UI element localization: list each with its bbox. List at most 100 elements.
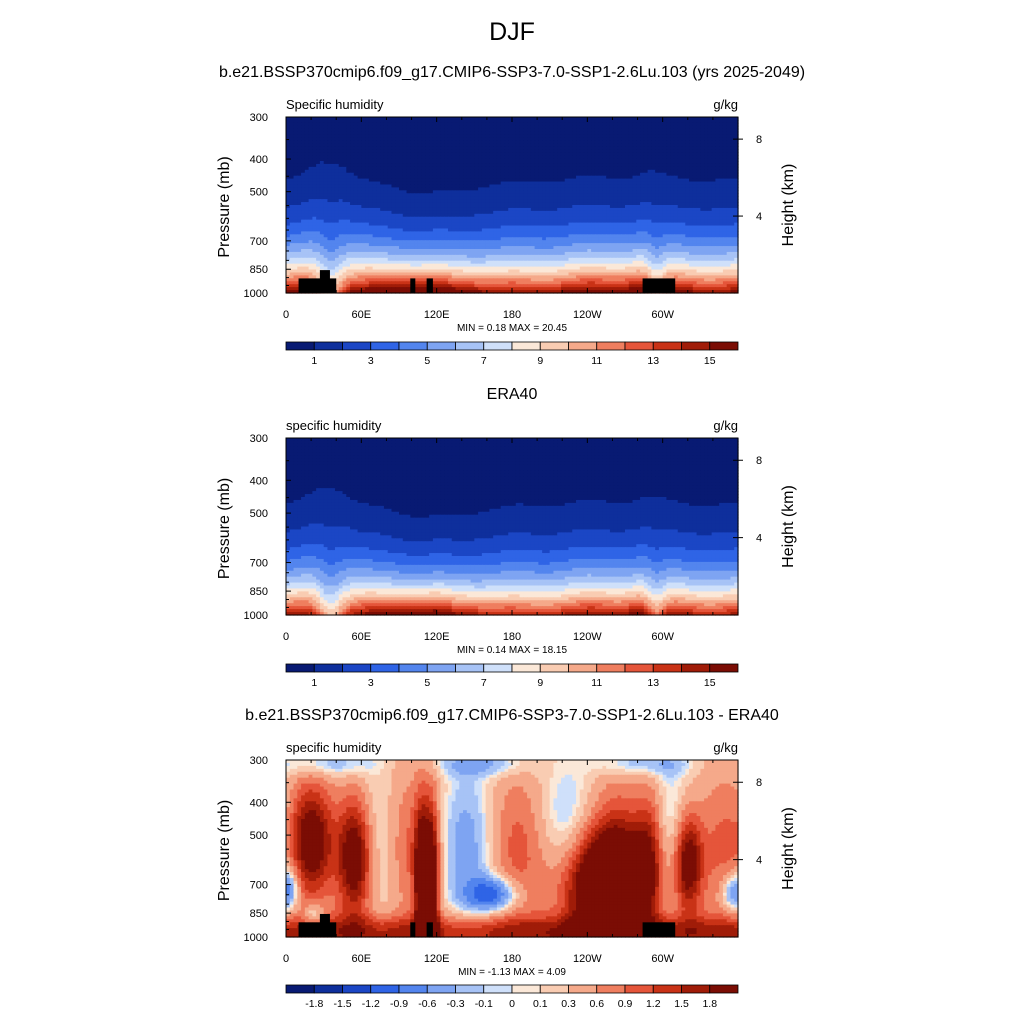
terrain-mask-4 bbox=[426, 922, 433, 937]
colorbar-swatch bbox=[398, 663, 428, 673]
colorbar-swatch bbox=[285, 663, 315, 673]
colorbar-label: 15 bbox=[704, 677, 716, 689]
y-axis-label: Pressure (mb) bbox=[216, 800, 233, 901]
colorbar-swatch bbox=[342, 984, 372, 994]
panel-left-label: specific humidity bbox=[286, 418, 382, 433]
y-tick-label: 700 bbox=[250, 236, 268, 248]
y-axis-label: Pressure (mb) bbox=[216, 156, 233, 257]
colorbar-swatch bbox=[313, 663, 343, 673]
colorbar-label: -1.8 bbox=[305, 998, 323, 1010]
colorbar-label: 15 bbox=[704, 355, 716, 367]
colorbar-swatch bbox=[652, 984, 682, 994]
y-tick-label: 400 bbox=[250, 797, 268, 809]
x-tick-label: 120W bbox=[573, 631, 602, 643]
colorbar-label: -0.9 bbox=[390, 998, 408, 1010]
colorbar-label: 3 bbox=[368, 355, 374, 367]
y-tick-label: 300 bbox=[250, 112, 268, 124]
y-tick-label: 850 bbox=[250, 586, 268, 598]
colorbar-label: 5 bbox=[424, 677, 430, 689]
colorbar-swatch bbox=[342, 341, 372, 351]
colorbar-swatch bbox=[426, 341, 456, 351]
colorbar: 1 3 5 7 9 11 13 15 bbox=[285, 663, 739, 689]
y2-axis-label: Height (km) bbox=[780, 807, 797, 890]
colorbar-swatch bbox=[455, 663, 485, 673]
panel-2-contour-field bbox=[286, 438, 739, 616]
colorbar-swatch bbox=[539, 341, 569, 351]
y2-tick-label: 8 bbox=[756, 777, 762, 789]
colorbar: -1.8 -1.5 -1.2 -0.9 -0.6 -0.3 -0.1 0 0.1 0.3 0.6 0.… bbox=[285, 984, 739, 1010]
colorbar-swatch bbox=[426, 663, 456, 673]
colorbar: 1 3 5 7 9 11 13 15 bbox=[285, 341, 739, 367]
panel-units-label: g/kg bbox=[713, 418, 738, 433]
colorbar-swatch bbox=[652, 663, 682, 673]
colorbar-label: 1 bbox=[311, 677, 317, 689]
colorbar-swatch bbox=[483, 341, 513, 351]
x-tick-label: 180 bbox=[503, 953, 521, 965]
y-tick-label: 1000 bbox=[244, 610, 268, 622]
x-tick-label: 120W bbox=[573, 309, 602, 321]
x-tick-label: 180 bbox=[503, 309, 521, 321]
colorbar-label: 7 bbox=[481, 677, 487, 689]
terrain-mask-1 bbox=[298, 278, 337, 293]
colorbar-label: 0.6 bbox=[589, 998, 604, 1010]
colorbar-swatch bbox=[596, 984, 626, 994]
panel3-title: b.e21.BSSP370cmip6.f09_g17.CMIP6-SSP3-7.… bbox=[0, 707, 1024, 725]
colorbar-swatch bbox=[511, 663, 541, 673]
terrain-mask-1 bbox=[298, 922, 337, 937]
panel-units-label: g/kg bbox=[713, 740, 738, 755]
colorbar-swatch bbox=[709, 663, 739, 673]
colorbar-label: -0.1 bbox=[475, 998, 493, 1010]
colorbar-label: 13 bbox=[647, 355, 659, 367]
colorbar-swatch bbox=[681, 341, 711, 351]
terrain-mask-5 bbox=[642, 278, 676, 293]
colorbar-swatch bbox=[511, 984, 541, 994]
figure-title: DJF bbox=[0, 18, 1024, 47]
panel-1-contour-field bbox=[286, 117, 739, 294]
y-tick-label: 700 bbox=[250, 880, 268, 892]
x-tick-label: 60W bbox=[651, 953, 674, 965]
y-tick-label: 500 bbox=[250, 508, 268, 520]
colorbar-swatch bbox=[709, 341, 739, 351]
panel-units-label: g/kg bbox=[713, 97, 738, 112]
x-tick-label: 120W bbox=[573, 953, 602, 965]
panel-3-contour-field bbox=[286, 760, 739, 938]
colorbar-swatch bbox=[455, 984, 485, 994]
colorbar-label: 11 bbox=[591, 355, 602, 367]
y-tick-label: 500 bbox=[250, 830, 268, 842]
colorbar-swatch bbox=[511, 341, 541, 351]
colorbar-swatch bbox=[285, 341, 315, 351]
x-tick-label: 120E bbox=[424, 631, 450, 643]
x-tick-label: 180 bbox=[503, 631, 521, 643]
colorbar-swatch bbox=[313, 341, 343, 351]
panel2-title: ERA40 bbox=[0, 386, 1024, 404]
colorbar-swatch bbox=[652, 341, 682, 351]
colorbar-swatch bbox=[455, 341, 485, 351]
terrain-mask-5 bbox=[642, 922, 676, 937]
terrain-mask-2 bbox=[319, 913, 330, 937]
colorbar-swatch bbox=[568, 984, 598, 994]
y-tick-label: 1000 bbox=[244, 288, 268, 300]
colorbar-swatch bbox=[342, 663, 372, 673]
colorbar-swatch bbox=[568, 663, 598, 673]
colorbar-swatch bbox=[596, 663, 626, 673]
y-tick-label: 300 bbox=[250, 433, 268, 445]
y-tick-label: 500 bbox=[250, 187, 268, 199]
y-tick-label: 1000 bbox=[244, 932, 268, 944]
colorbar-label: 0.9 bbox=[618, 998, 633, 1010]
x-tick-label: 0 bbox=[283, 631, 289, 643]
y-tick-label: 300 bbox=[250, 755, 268, 767]
min-max-stats: MIN = 0.14 MAX = 18.15 bbox=[457, 645, 567, 656]
terrain-mask-4 bbox=[426, 278, 433, 293]
y-tick-label: 850 bbox=[250, 264, 268, 276]
colorbar-label: 9 bbox=[537, 677, 543, 689]
colorbar-swatch bbox=[624, 341, 654, 351]
colorbar-swatch bbox=[370, 984, 400, 994]
colorbar-label: 7 bbox=[481, 355, 487, 367]
y2-tick-label: 4 bbox=[756, 855, 762, 867]
colorbar-swatch bbox=[568, 341, 598, 351]
colorbar-swatch bbox=[398, 984, 428, 994]
x-tick-label: 60W bbox=[651, 309, 674, 321]
colorbar-label: 0 bbox=[509, 998, 515, 1010]
colorbar-label: 9 bbox=[537, 355, 543, 367]
